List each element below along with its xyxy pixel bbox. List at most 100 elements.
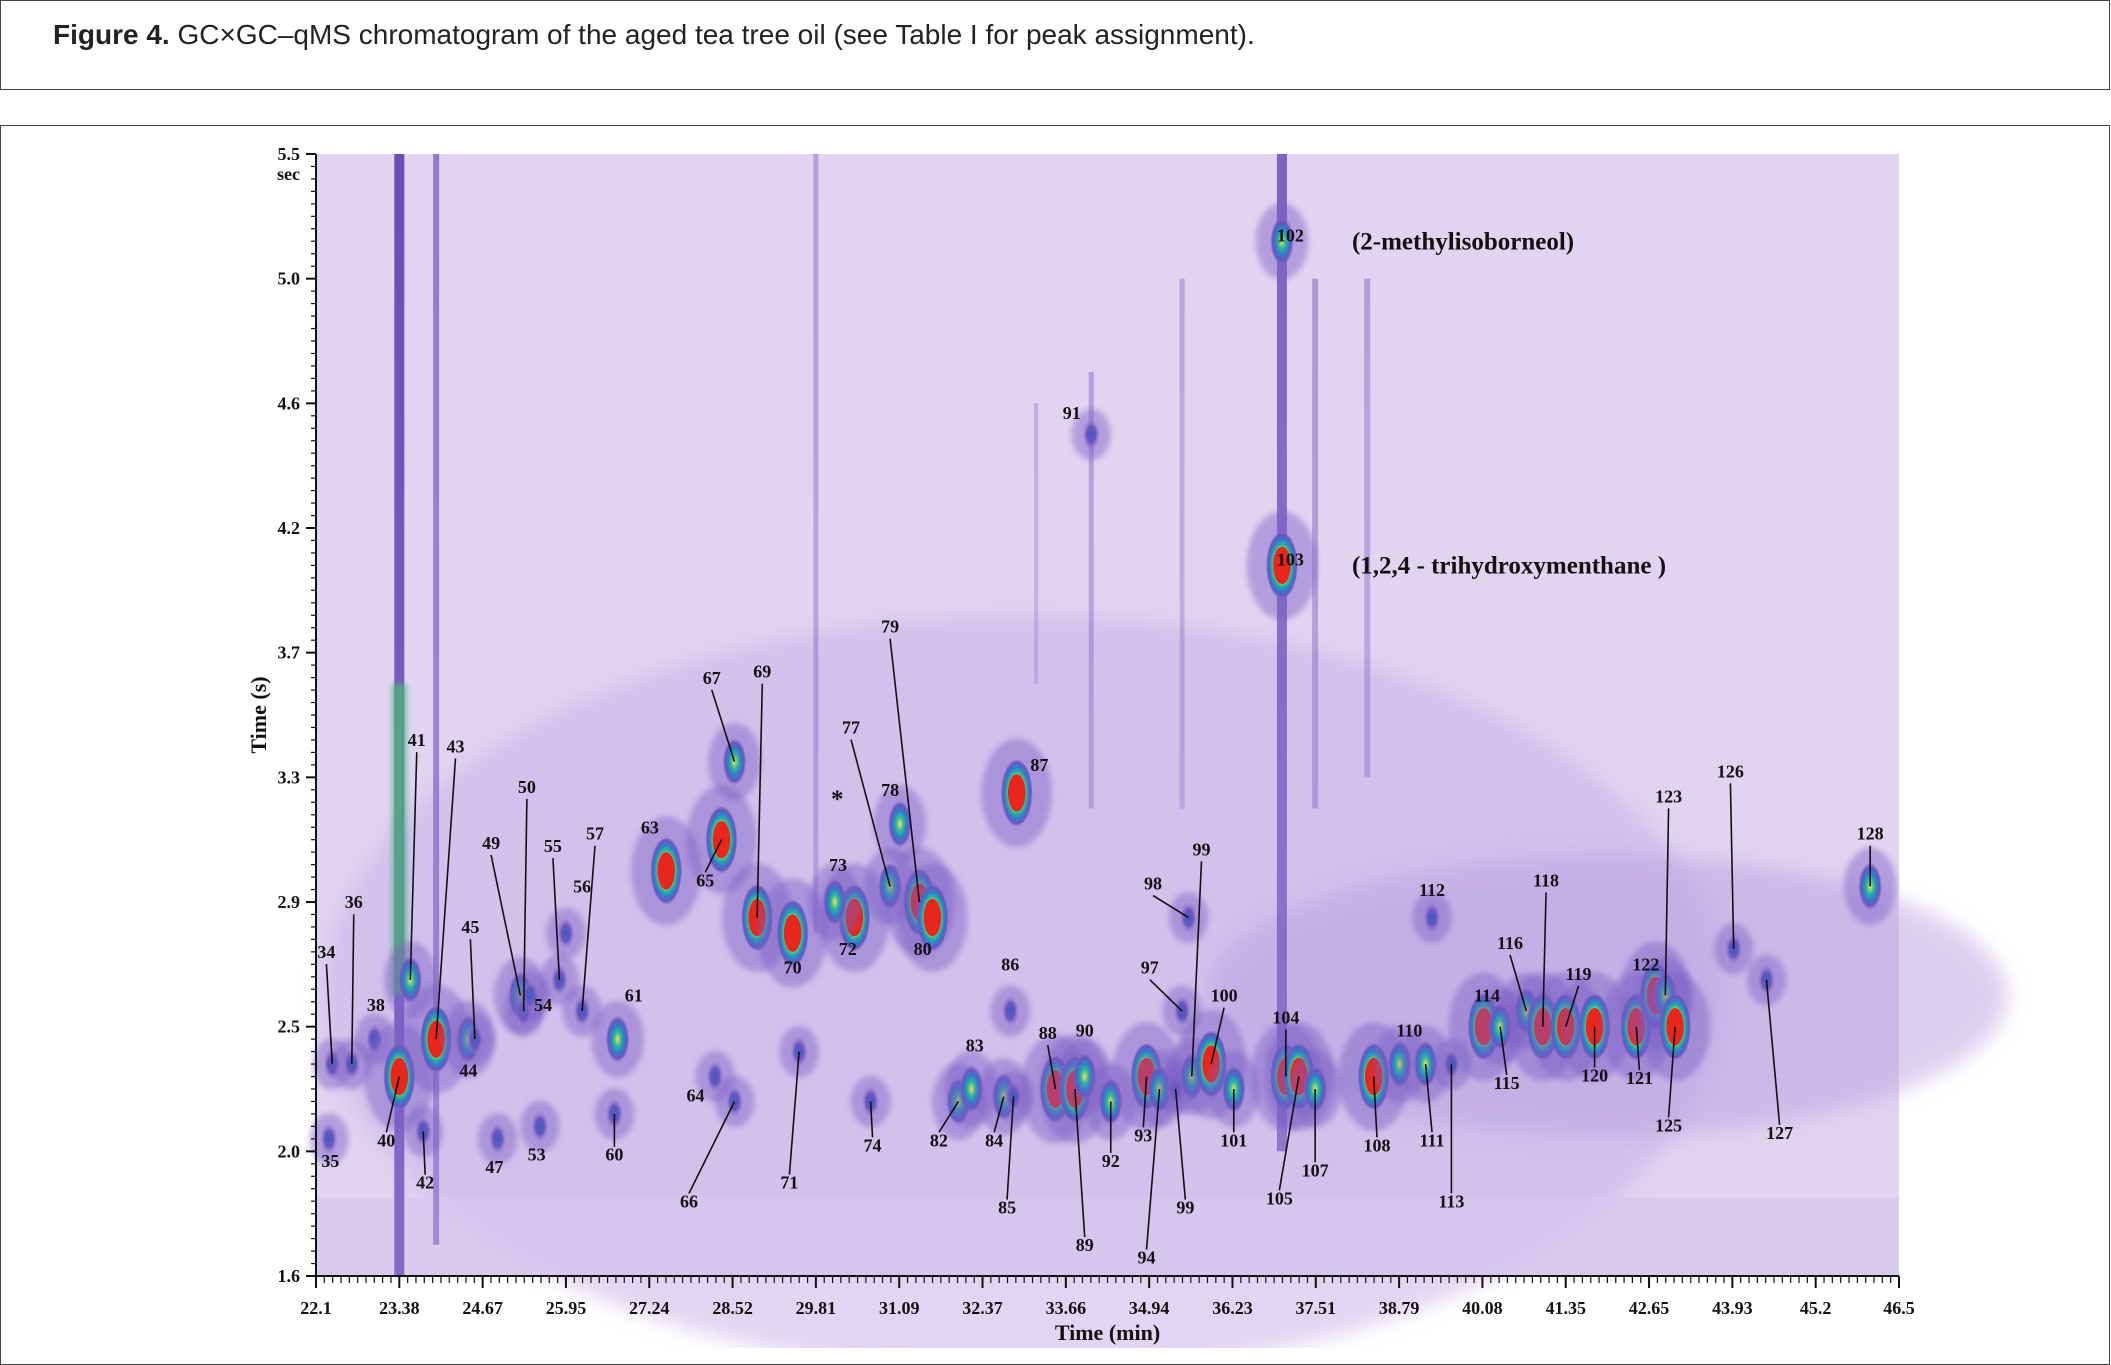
peak-spot-102 <box>1255 202 1309 280</box>
streak-5 <box>1364 278 1371 778</box>
leader-93 <box>1142 1076 1148 1128</box>
peak-labels: 34 35 36 38 40 41 42 43 44 45 47 49 50 53 54 55 56 57 60 61… <box>317 225 1883 1267</box>
streak-hot <box>392 683 407 996</box>
peak-label-82: 82 <box>930 1130 948 1150</box>
figure-box: 34 35 36 38 40 41 42 43 44 45 47 49 50 53 54 55 56 57 60 61… <box>0 125 2110 1365</box>
peak-label-36: 36 <box>345 892 363 912</box>
peak-spot-103 <box>1246 511 1318 620</box>
x-tick-label-17: 43.93 <box>1712 1298 1753 1318</box>
y-tick-label-3: 2.9 <box>278 892 301 912</box>
peak-label-55: 55 <box>544 836 562 856</box>
x-tick-label-18: 45.2 <box>1800 1298 1832 1318</box>
leader-125 <box>1667 1026 1676 1118</box>
leader-121 <box>1635 1026 1641 1071</box>
y-tick-label-0: 1.6 <box>278 1266 301 1286</box>
peak-spot-91 <box>1071 408 1112 461</box>
peak-label-99: 99 <box>1176 1198 1194 1218</box>
leader-94 <box>1145 1088 1161 1250</box>
x-tick-label-16: 42.65 <box>1629 1298 1670 1318</box>
leader-118 <box>1541 892 1547 1027</box>
figure-label: Figure 4. <box>53 19 170 50</box>
y-tick-label-4: 3.3 <box>278 767 301 787</box>
x-tick-label-19: 46.5 <box>1883 1298 1915 1318</box>
peak-label-88: 88 <box>1039 1023 1057 1043</box>
peak-spot-53 <box>520 1100 560 1152</box>
peak-label-100: 100 <box>1211 986 1238 1006</box>
leader-77 <box>850 739 891 887</box>
peak-label-70: 70 <box>784 958 802 978</box>
asterisk-marker: * <box>831 786 844 813</box>
peak-label-107: 107 <box>1302 1160 1329 1180</box>
peak-label-85: 85 <box>998 1198 1016 1218</box>
leader-69 <box>756 683 764 918</box>
peak-label-102: 102 <box>1277 225 1304 245</box>
peak-label-44: 44 <box>459 1061 477 1081</box>
x-tick-label-7: 31.09 <box>879 1298 920 1318</box>
leader-82 <box>938 1101 960 1133</box>
peak-label-108: 108 <box>1363 1135 1390 1155</box>
peak-label-104: 104 <box>1272 1008 1299 1028</box>
x-tick-label-6: 29.81 <box>796 1298 837 1318</box>
peak-label-113: 113 <box>1438 1191 1464 1211</box>
streak-2 <box>813 154 819 934</box>
peak-label-79: 79 <box>881 617 899 637</box>
peak-label-42: 42 <box>416 1173 434 1193</box>
peak-label-73: 73 <box>829 855 847 875</box>
leader-50 <box>522 798 528 1012</box>
leader-100 <box>1210 1007 1225 1065</box>
peak-label-77: 77 <box>842 718 860 738</box>
peak-label-64: 64 <box>686 1085 704 1105</box>
leader-89 <box>1074 1088 1086 1238</box>
leader-116 <box>1509 954 1528 1012</box>
peak-spot-35 <box>309 1113 349 1165</box>
y-tick-label-6: 4.2 <box>278 518 301 538</box>
leader-119 <box>1564 985 1580 1027</box>
peak-label-126: 126 <box>1717 761 1744 781</box>
peak-label-114: 114 <box>1474 986 1500 1006</box>
peak-spot-87 <box>981 738 1052 848</box>
peak-spot-45 <box>455 1013 495 1065</box>
figure-caption-text: GC×GC–qMS chromatogram of the aged tea t… <box>169 19 1255 50</box>
leader-74 <box>869 1101 874 1138</box>
peak-label-38: 38 <box>367 995 385 1015</box>
column-bleed-streaks <box>392 154 1371 1276</box>
peak-label-60: 60 <box>605 1145 623 1165</box>
plot-background <box>316 154 2008 1348</box>
x-tick-label-14: 40.08 <box>1462 1298 1503 1318</box>
peak-label-67: 67 <box>703 668 721 688</box>
peak-label-115: 115 <box>1494 1073 1520 1093</box>
peak-label-118: 118 <box>1533 870 1559 890</box>
peak-label-61: 61 <box>625 986 643 1006</box>
peak-label-49: 49 <box>482 833 500 853</box>
x-tick-label-2: 24.67 <box>462 1298 503 1318</box>
y-axis-title: Time (s) <box>246 676 271 753</box>
leader-105 <box>1278 1076 1300 1191</box>
peak-label-41: 41 <box>408 730 426 750</box>
peak-label-105: 105 <box>1266 1188 1293 1208</box>
x-tick-label-10: 34.94 <box>1129 1298 1170 1318</box>
haze-bottom <box>316 1198 1899 1276</box>
peak-label-93: 93 <box>1134 1125 1152 1145</box>
peak-label-112: 112 <box>1419 880 1445 900</box>
peak-label-127: 127 <box>1766 1123 1793 1143</box>
x-tick-label-5: 28.52 <box>712 1298 753 1318</box>
streak-3 <box>1276 154 1287 1152</box>
peak-label-78: 78 <box>881 780 899 800</box>
x-axis-title: Time (min) <box>1055 1320 1160 1345</box>
peak-label-56: 56 <box>573 877 591 897</box>
peak-label-35: 35 <box>321 1151 339 1171</box>
peak-spot-61 <box>591 1000 645 1078</box>
leader-97 <box>1149 979 1183 1012</box>
peak-label-74: 74 <box>864 1135 882 1155</box>
peak-spot-73 <box>808 863 862 941</box>
peak-label-34: 34 <box>317 942 335 962</box>
leader-99 <box>1174 1088 1187 1200</box>
leader-36 <box>350 914 355 1065</box>
leader-65 <box>704 839 723 873</box>
leader-79 <box>889 638 921 903</box>
peak-label-89: 89 <box>1076 1235 1094 1255</box>
leader-123 <box>1664 808 1670 996</box>
x-tick-label-8: 32.37 <box>962 1298 1003 1318</box>
x-tick-label-12: 37.51 <box>1296 1298 1337 1318</box>
leader-108 <box>1372 1076 1378 1138</box>
